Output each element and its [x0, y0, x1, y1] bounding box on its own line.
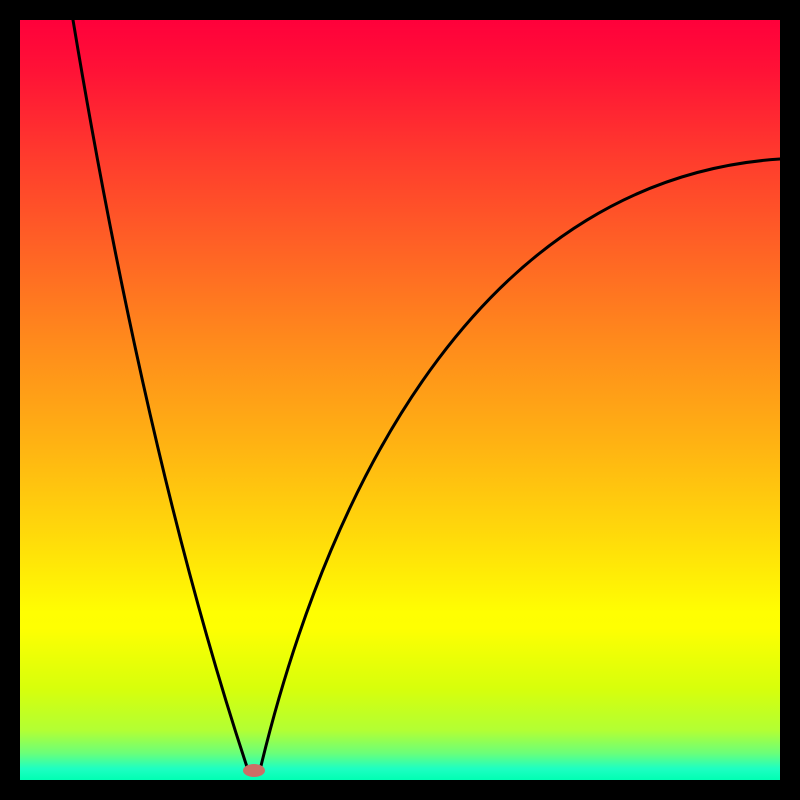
plot-area [20, 20, 780, 780]
chart-container: TheBottleneck.com [0, 0, 800, 800]
border-top [0, 0, 800, 20]
border-bottom [0, 780, 800, 800]
bottleneck-curve [20, 20, 780, 780]
border-left [0, 0, 20, 800]
optimum-marker [243, 764, 265, 777]
border-right [780, 0, 800, 800]
